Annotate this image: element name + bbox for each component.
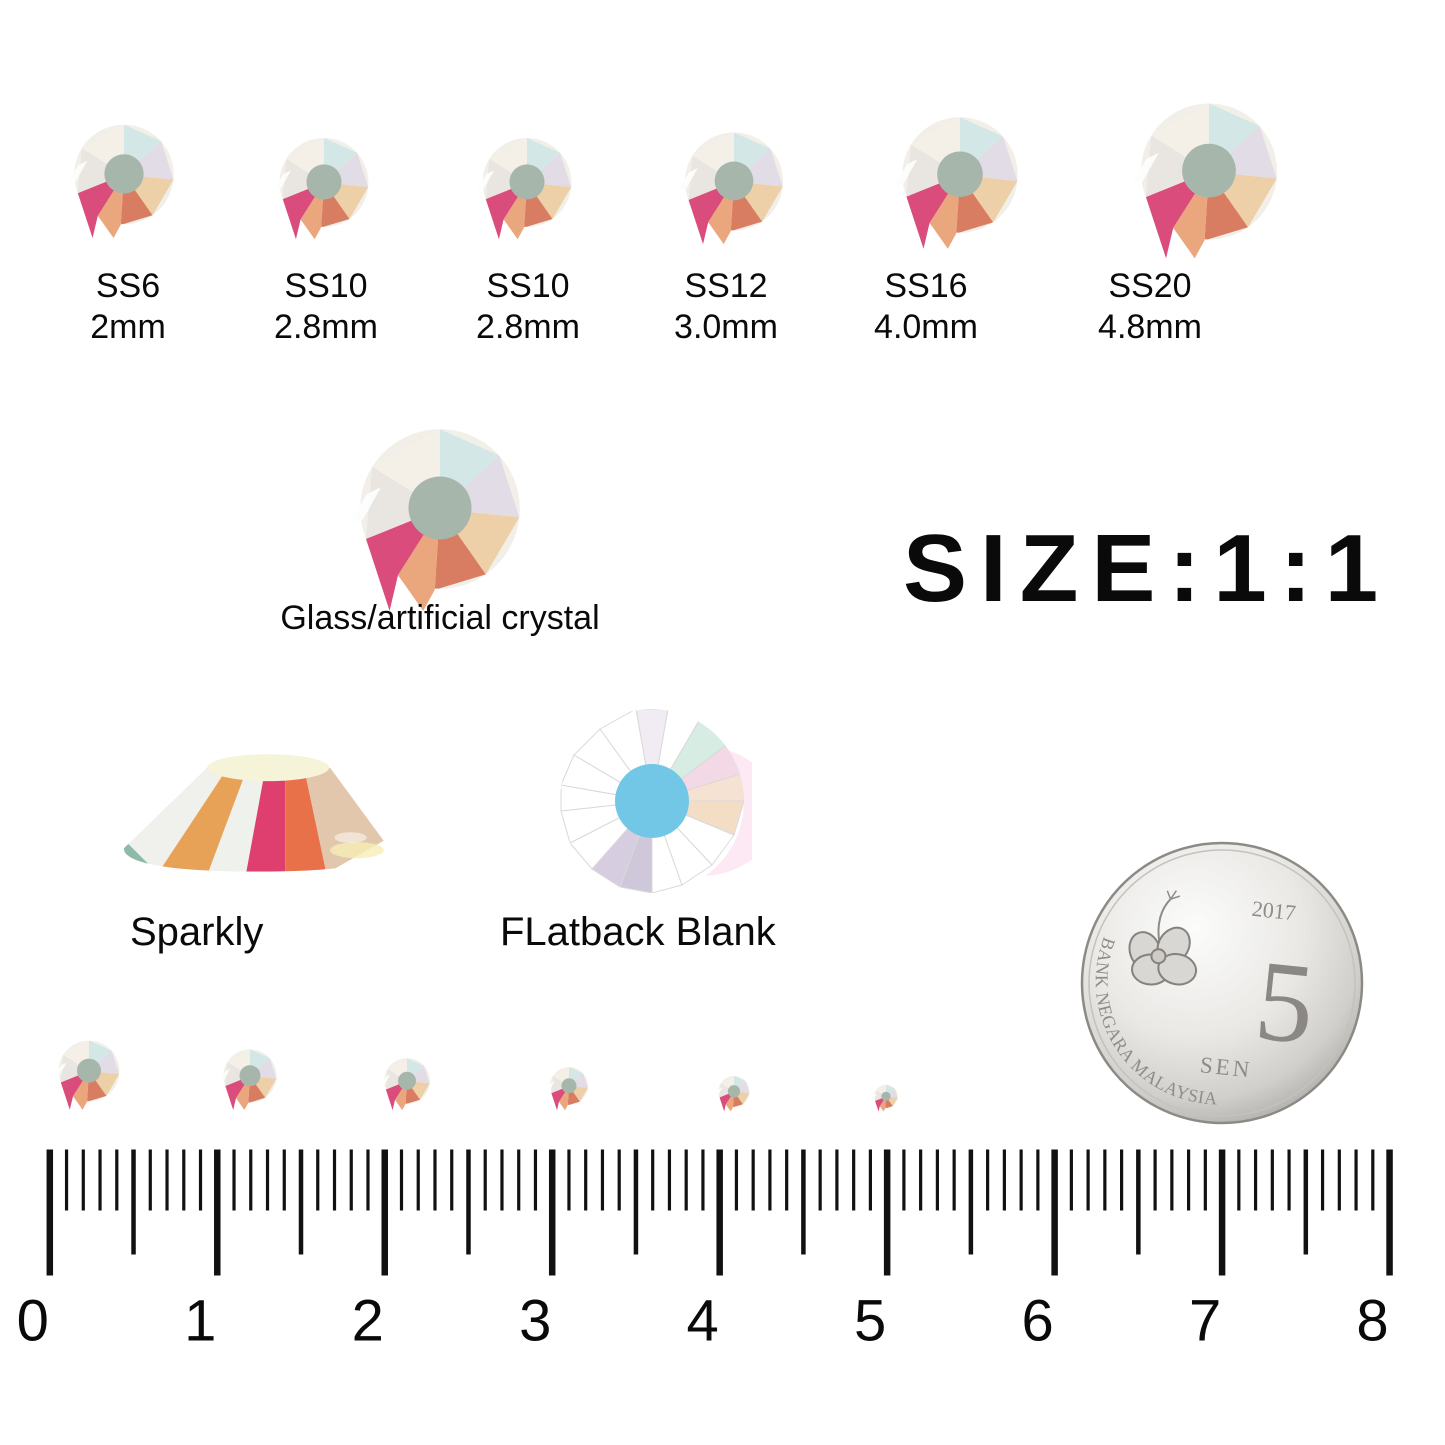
svg-text:2: 2 [352,1289,384,1354]
svg-text:1: 1 [184,1289,216,1354]
svg-text:6: 6 [1021,1289,1053,1354]
svg-text:3: 3 [519,1289,551,1354]
svg-text:2017: 2017 [1251,896,1297,925]
svg-text:7: 7 [1189,1289,1221,1354]
svg-text:SEN: SEN [1199,1052,1254,1082]
svg-text:8: 8 [1356,1289,1388,1354]
svg-text:0: 0 [17,1289,49,1354]
svg-text:5: 5 [854,1289,886,1354]
svg-text:4: 4 [687,1289,719,1354]
